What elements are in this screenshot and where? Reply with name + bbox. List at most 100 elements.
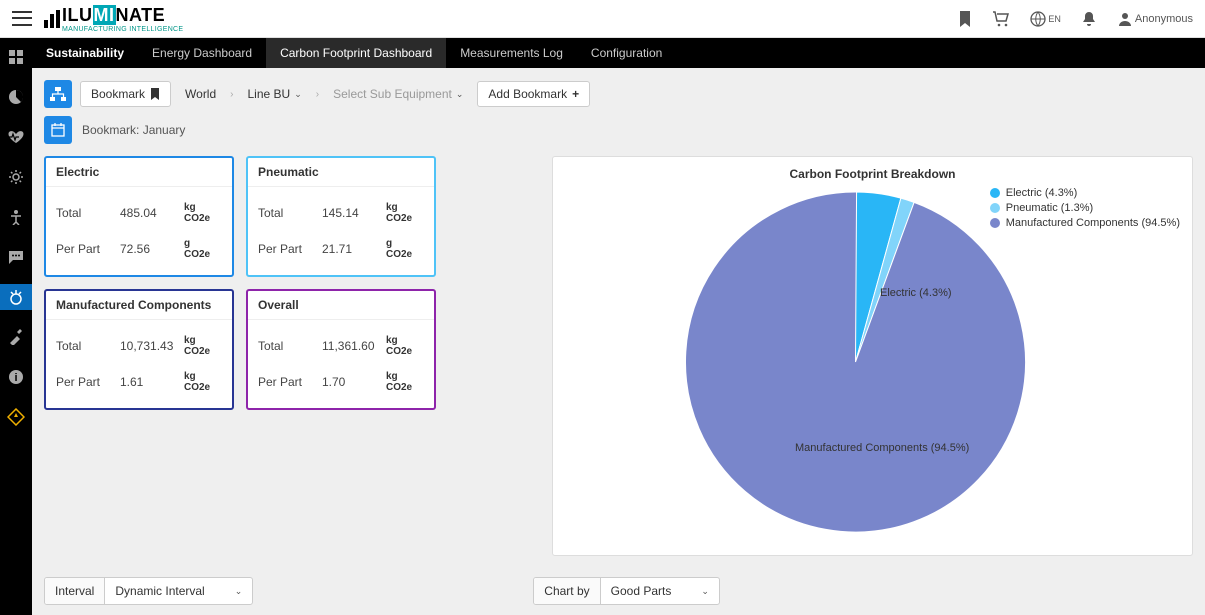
pie-annotation: Electric (4.3%): [880, 287, 952, 299]
card-title: Manufactured Components: [46, 291, 232, 320]
rail-alert-icon[interactable]: [0, 404, 32, 430]
add-bookmark-button[interactable]: Add Bookmark +: [477, 81, 590, 107]
chartby-control: Chart by Good Parts ⌄: [533, 577, 720, 605]
crumb-world[interactable]: World: [179, 87, 222, 101]
interval-select[interactable]: Dynamic Interval ⌄: [105, 578, 252, 604]
logo-text-mid: MI: [93, 5, 116, 25]
metric-key: Total: [56, 206, 120, 220]
card-title: Electric: [46, 158, 232, 187]
card-row: Total145.14kgCO2e: [258, 195, 424, 231]
metric-unit: kgCO2e: [386, 202, 424, 224]
add-bookmark-label: Add Bookmark: [488, 87, 567, 101]
metric-key: Total: [56, 339, 120, 353]
metric-key: Per Part: [258, 375, 322, 389]
bookmark-icon[interactable]: [958, 11, 972, 27]
bell-icon[interactable]: [1081, 11, 1097, 27]
tab-measurements-log[interactable]: Measurements Log: [446, 38, 577, 68]
metric-unit: gCO2e: [386, 238, 424, 260]
logo-bars-icon: [44, 10, 60, 28]
crumb-line[interactable]: Line BU ⌄: [242, 87, 308, 101]
metric-unit: gCO2e: [184, 238, 222, 260]
logo-text-post: NATE: [116, 5, 166, 25]
top-header: ILUMINATE MANUFACTURING INTELLIGENCE EN …: [0, 0, 1205, 38]
interval-label: Interval: [45, 578, 105, 604]
crumb-sub-equipment[interactable]: Select Sub Equipment ⌄: [327, 87, 469, 101]
language-selector[interactable]: EN: [1030, 11, 1061, 27]
metric-unit: kgCO2e: [184, 202, 222, 224]
metric-value: 1.70: [322, 375, 386, 389]
hierarchy-icon[interactable]: [44, 80, 72, 108]
interval-value: Dynamic Interval: [115, 584, 204, 598]
metric-value: 145.14: [322, 206, 386, 220]
card-row: Per Part72.56gCO2e: [56, 231, 222, 267]
user-menu[interactable]: Anonymous: [1117, 11, 1193, 27]
metric-value: 11,361.60: [322, 339, 386, 353]
tab-carbon-footprint-dashboard[interactable]: Carbon Footprint Dashboard: [266, 38, 446, 68]
rail-gear-icon[interactable]: [0, 164, 32, 190]
content-area: Bookmark World › Line BU ⌄ › Select Sub …: [32, 68, 1205, 615]
metric-unit: kgCO2e: [386, 335, 424, 357]
rail-piechart-icon[interactable]: [0, 84, 32, 110]
bookmark-label: Bookmark: January: [82, 123, 185, 137]
user-name: Anonymous: [1135, 13, 1193, 25]
metric-key: Per Part: [56, 375, 120, 389]
metric-card-pneumatic: PneumaticTotal145.14kgCO2ePer Part21.71g…: [246, 156, 436, 277]
chart-panel: Carbon Footprint Breakdown Electric (4.3…: [552, 156, 1193, 556]
metric-card-overall: Overall Total11,361.60kgCO2e Per Part1.70 k…: [246, 289, 436, 410]
card-row: Total10,731.43kgCO2e: [56, 328, 222, 364]
card-title: Overall: [248, 291, 434, 320]
bookmark-button[interactable]: Bookmark: [80, 81, 171, 107]
main-tabs: SustainabilityEnergy DashboardCarbon Foo…: [32, 38, 1205, 68]
logo-text-pre: ILU: [62, 5, 93, 25]
language-code: EN: [1048, 14, 1061, 24]
pie-slice-manufactured-components[interactable]: [685, 192, 1025, 532]
breadcrumb-row: Bookmark World › Line BU ⌄ › Select Sub …: [44, 80, 1193, 108]
metric-key: Total: [258, 339, 322, 353]
bookmark-info-row: Bookmark: January: [44, 116, 1193, 144]
rail-dashboard-icon[interactable]: [0, 44, 32, 70]
metric-card-manufactured-components: Manufactured ComponentsTotal10,731.43kgC…: [44, 289, 234, 410]
logo[interactable]: ILUMINATE MANUFACTURING INTELLIGENCE: [44, 5, 183, 33]
chevron-down-icon: ⌄: [235, 586, 243, 597]
chevron-right-icon: ›: [316, 89, 319, 100]
rail-tools-icon[interactable]: [0, 324, 32, 350]
rail-info-icon[interactable]: i: [0, 364, 32, 390]
bookmark-button-label: Bookmark: [91, 87, 145, 101]
interval-control: Interval Dynamic Interval ⌄: [44, 577, 253, 605]
rail-sustainability-icon[interactable]: [0, 284, 32, 310]
chartby-value: Good Parts: [611, 584, 672, 598]
rail-health-icon[interactable]: [0, 124, 32, 150]
card-title: Pneumatic: [248, 158, 434, 187]
card-row: Per Part21.71gCO2e: [258, 231, 424, 267]
tab-sustainability[interactable]: Sustainability: [32, 38, 138, 68]
card-row: Total485.04kgCO2e: [56, 195, 222, 231]
metric-cards-grid: ElectricTotal485.04kgCO2ePer Part72.56gC…: [44, 156, 436, 410]
card-row: Total11,361.60kgCO2e: [258, 328, 424, 364]
metric-unit: kgCO2e: [184, 371, 222, 393]
metric-card-electric: ElectricTotal485.04kgCO2ePer Part72.56gC…: [44, 156, 234, 277]
pie-annotation: Manufactured Components (94.5%): [795, 442, 969, 454]
card-row: Per Part1.61kgCO2e: [56, 364, 222, 400]
side-rail: i: [0, 38, 32, 615]
logo-subtitle: MANUFACTURING INTELLIGENCE: [62, 26, 183, 33]
hamburger-menu[interactable]: [12, 9, 32, 29]
bookmark-small-icon: [150, 88, 160, 100]
metric-key: Per Part: [258, 242, 322, 256]
metric-value: 10,731.43: [120, 339, 184, 353]
cart-icon[interactable]: [992, 11, 1010, 27]
rail-chat-icon[interactable]: [0, 244, 32, 270]
footer-controls: Interval Dynamic Interval ⌄ Chart by Goo…: [44, 577, 1193, 605]
tab-energy-dashboard[interactable]: Energy Dashboard: [138, 38, 266, 68]
metric-value: 485.04: [120, 206, 184, 220]
chevron-down-icon: ⌄: [294, 89, 302, 100]
chartby-select[interactable]: Good Parts ⌄: [601, 578, 719, 604]
rail-person-icon[interactable]: [0, 204, 32, 230]
metric-value: 21.71: [322, 242, 386, 256]
tab-configuration[interactable]: Configuration: [577, 38, 676, 68]
chevron-down-icon: ⌄: [701, 586, 709, 597]
plus-icon: +: [572, 87, 579, 101]
metric-value: 72.56: [120, 242, 184, 256]
chart-title: Carbon Footprint Breakdown: [561, 167, 1184, 181]
calendar-icon[interactable]: [44, 116, 72, 144]
chartby-label: Chart by: [534, 578, 600, 604]
